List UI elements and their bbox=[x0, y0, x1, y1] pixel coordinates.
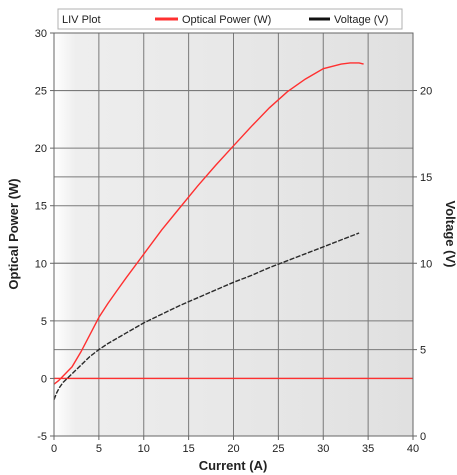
x-tick-label: 40 bbox=[407, 443, 419, 455]
x-tick-label: 5 bbox=[96, 443, 102, 455]
x-axis-title: Current (A) bbox=[199, 458, 268, 473]
y-left-tick-label: 5 bbox=[41, 316, 47, 328]
y-right-tick-label: 20 bbox=[420, 86, 432, 98]
y-left-tick-label: 20 bbox=[35, 143, 47, 155]
y-right-tick-label: 0 bbox=[420, 431, 426, 443]
legend-label-optical-power: Optical Power (W) bbox=[182, 14, 271, 26]
y-right-axis-title: Voltage (V) bbox=[443, 201, 457, 268]
y-left-tick-label: 25 bbox=[35, 86, 47, 98]
chart-title: LIV Plot bbox=[62, 14, 101, 26]
y-right-tick-label: 10 bbox=[420, 258, 432, 270]
y-right-tick-labels: 0 5 10 15 20 bbox=[413, 86, 432, 443]
y-left-tick-label: 10 bbox=[35, 258, 47, 270]
legend-box bbox=[57, 8, 403, 30]
x-tick-label: 15 bbox=[183, 443, 195, 455]
y-left-tick-label: -5 bbox=[37, 431, 47, 443]
y-left-tick-label: 15 bbox=[35, 201, 47, 213]
x-tick-label: 20 bbox=[227, 443, 239, 455]
legend-label-voltage: Voltage (V) bbox=[334, 14, 388, 26]
y-left-axis-title: Optical Power (W) bbox=[6, 178, 21, 289]
y-right-tick-label: 15 bbox=[420, 172, 432, 184]
x-tick-labels: 0 5 10 15 20 25 30 35 40 bbox=[51, 436, 419, 455]
x-tick-label: 30 bbox=[317, 443, 329, 455]
x-tick-label: 0 bbox=[51, 443, 57, 455]
series-layer bbox=[53, 62, 413, 400]
y-left-tick-label: 0 bbox=[41, 373, 47, 385]
y-left-tick-labels: -5 0 5 10 15 20 25 30 bbox=[35, 28, 54, 443]
y-left-tick-label: 30 bbox=[35, 28, 47, 40]
voltage-line bbox=[53, 232, 360, 400]
x-tick-label: 35 bbox=[362, 443, 374, 455]
optical-power-line bbox=[53, 62, 364, 385]
x-tick-label: 25 bbox=[272, 443, 284, 455]
x-tick-label: 10 bbox=[138, 443, 150, 455]
y-right-tick-label: 5 bbox=[420, 345, 426, 357]
